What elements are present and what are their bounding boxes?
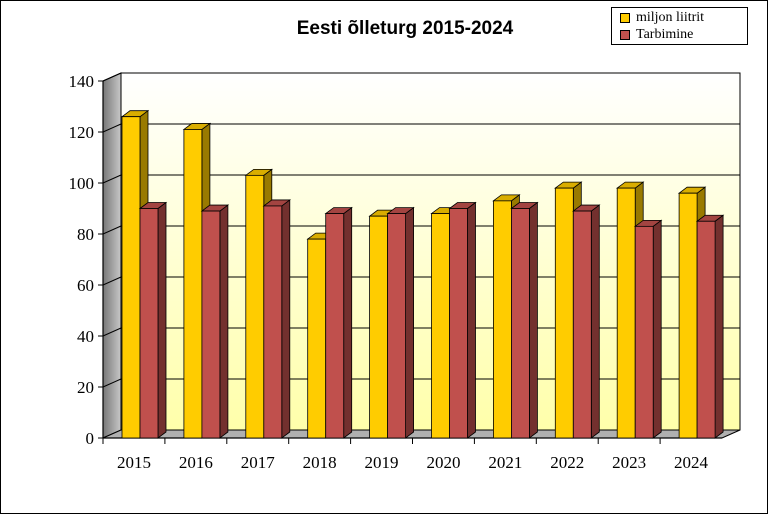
legend-label-series-2: Tarbimine (636, 27, 694, 42)
x-tick-label-2022: 2022 (550, 453, 584, 472)
x-tick-label-2020: 2020 (426, 453, 460, 472)
bar-2016-series-2 (200, 204, 230, 439)
x-tick-label-2018: 2018 (303, 453, 337, 472)
gridline-diag-140 (102, 72, 122, 82)
bar-front (183, 129, 203, 439)
bar-side (281, 199, 291, 439)
bar-side (157, 201, 167, 439)
y-tick-label-140: 140 (69, 72, 95, 91)
y-tick-label-0: 0 (86, 429, 95, 448)
gridline-diag-40 (102, 327, 122, 337)
bar-side (219, 204, 229, 439)
y-tick-label-40: 40 (77, 327, 94, 346)
bar-front (449, 208, 468, 439)
bar-front (245, 174, 265, 439)
gridline-diag-60 (102, 276, 122, 286)
bar-front (634, 225, 654, 439)
legend-item-series-1: miljon liitrit (620, 10, 704, 26)
bar-side (343, 206, 353, 439)
bar-front (139, 208, 159, 439)
legend: miljon liitrit Tarbimine (611, 7, 748, 45)
y-tick-label-100: 100 (69, 174, 95, 193)
bar-2020-series-2 (448, 201, 477, 439)
bar-side (467, 201, 476, 439)
bar-2023-series-2 (634, 219, 663, 439)
x-tick-label-2021: 2021 (488, 453, 522, 472)
bar-2018-series-2 (324, 206, 353, 439)
bar-2015-series-2 (138, 201, 168, 439)
x-tick-label-2023: 2023 (612, 453, 646, 472)
x-tick-label-2019: 2019 (365, 453, 399, 472)
chart-title: Eesti õlleturg 2015-2024 (296, 18, 514, 39)
bar-2017-series-2 (262, 199, 291, 439)
x-tick-label-2016: 2016 (179, 453, 213, 472)
bar-front (616, 187, 636, 439)
bar-2022-series-2 (572, 204, 601, 439)
x-tick-label-2015: 2015 (117, 453, 151, 472)
y-tick-label-20: 20 (77, 378, 94, 397)
bar-2024-series-2 (695, 214, 725, 439)
bar-side (405, 206, 415, 439)
bar-front (369, 215, 389, 439)
bar-front (431, 213, 450, 439)
gridline-diag-80 (102, 225, 122, 235)
bar-front (201, 210, 221, 439)
bar-side (590, 204, 600, 439)
gridline-diag-20 (102, 378, 122, 388)
bar-front (492, 200, 512, 439)
legend-swatch-series-2 (620, 30, 630, 40)
bar-side (529, 201, 538, 439)
x-tick-label-2024: 2024 (674, 453, 709, 472)
x-tick-label-2017: 2017 (241, 453, 276, 472)
bar-front (572, 210, 592, 439)
bar-front (263, 205, 283, 439)
bar-front (387, 213, 407, 439)
legend-swatch-series-1 (620, 13, 630, 23)
bar-front (510, 208, 530, 439)
y-tick-label-80: 80 (77, 225, 94, 244)
gridline-diag-100 (102, 174, 122, 184)
bar-front (554, 187, 574, 439)
gridline-diag-120 (102, 123, 122, 133)
bar-front (307, 238, 327, 439)
bar-front (678, 192, 698, 439)
bar-2021-series-2 (510, 201, 539, 439)
bar-front (696, 220, 716, 439)
bar-2019-series-2 (386, 206, 415, 439)
bar-side (652, 219, 662, 439)
legend-label-series-1: miljon liitrit (636, 10, 705, 25)
legend-item-series-2: Tarbimine (620, 27, 693, 43)
bar-front (121, 116, 141, 439)
y-tick-label-60: 60 (77, 276, 94, 295)
y-tick-label-120: 120 (69, 123, 95, 142)
bar-side (714, 214, 724, 439)
bar-front (325, 213, 345, 439)
